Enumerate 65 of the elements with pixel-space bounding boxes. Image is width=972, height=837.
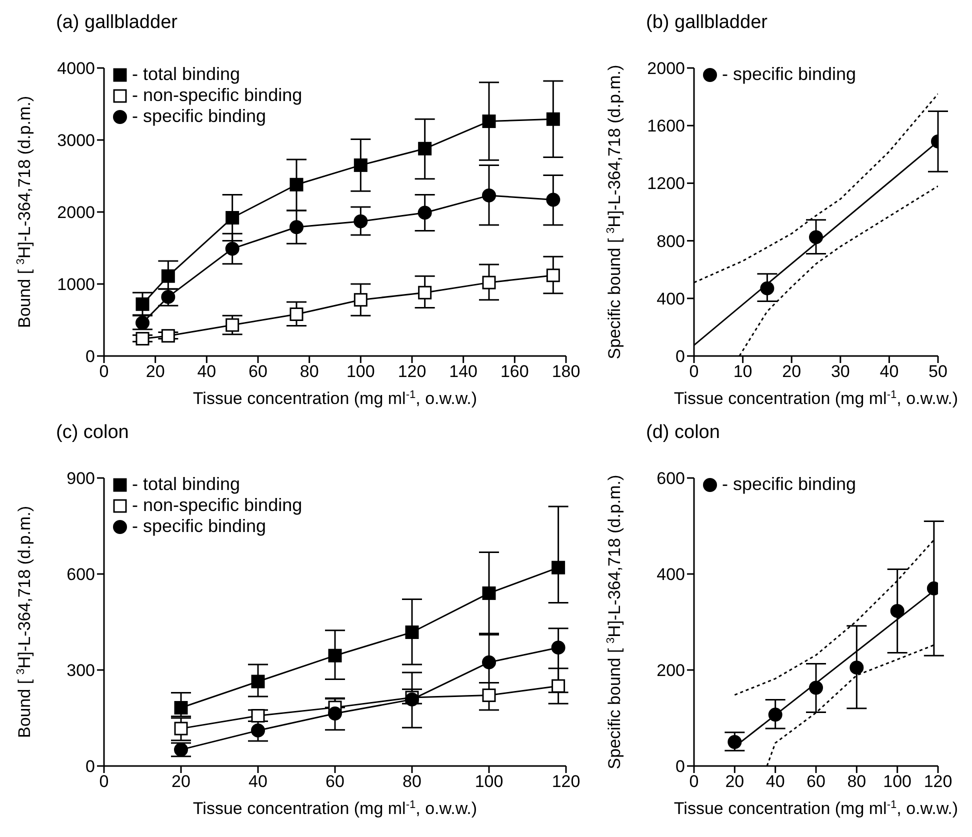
x-tick-label: 40 bbox=[880, 362, 899, 382]
chart-title: (d) colon bbox=[646, 422, 720, 443]
y-tick-label: 900 bbox=[66, 469, 95, 488]
x-tick-label: 30 bbox=[830, 362, 850, 382]
x-tick-label: 20 bbox=[725, 772, 744, 792]
x-tick-label: 40 bbox=[766, 772, 785, 792]
y-tick-label: 4000 bbox=[57, 59, 95, 78]
x-tick-label: 140 bbox=[449, 362, 478, 382]
x-tick-label: 160 bbox=[500, 362, 529, 382]
legend-label: - non-specific binding bbox=[132, 495, 302, 515]
x-tick-label: 60 bbox=[248, 362, 268, 382]
y-tick-label: 600 bbox=[656, 469, 685, 488]
x-tick-label: 40 bbox=[197, 362, 216, 382]
x-tick-label: 100 bbox=[474, 772, 504, 792]
chart-title: (a) gallbladder bbox=[56, 12, 178, 33]
x-tick-label: 0 bbox=[689, 772, 699, 792]
y-tick-label: 600 bbox=[66, 565, 95, 584]
x-tick-label: 100 bbox=[883, 772, 912, 792]
x-tick-label: 180 bbox=[552, 362, 580, 382]
x-tick-label: 100 bbox=[346, 362, 375, 382]
y-tick-label: 0 bbox=[86, 757, 95, 776]
x-tick-label: 80 bbox=[402, 772, 422, 792]
legend-label: - specific binding bbox=[132, 106, 266, 126]
x-tick-label: 0 bbox=[689, 362, 699, 382]
x-tick-label: 10 bbox=[733, 362, 752, 382]
legend-label: - non-specific binding bbox=[132, 85, 302, 105]
y-tick-label: 300 bbox=[66, 661, 95, 680]
x-axis-title: Tissue concentration (mg ml$^{-1}$, o.w.w.) bbox=[192, 799, 478, 818]
y-tick-label: 200 bbox=[656, 661, 685, 680]
x-tick-label: 20 bbox=[782, 362, 802, 382]
legend-label: - specific binding bbox=[722, 64, 856, 84]
y-tick-label: 400 bbox=[656, 289, 685, 308]
y-tick-label: 1600 bbox=[647, 116, 685, 136]
x-tick-label: 80 bbox=[300, 362, 319, 382]
x-tick-label: 60 bbox=[806, 772, 826, 792]
chart-title: (c) colon bbox=[56, 422, 129, 443]
y-tick-label: 1200 bbox=[647, 174, 685, 194]
y-tick-label: 3000 bbox=[57, 131, 95, 150]
legend-label: - specific binding bbox=[722, 474, 856, 494]
y-tick-label: 800 bbox=[656, 232, 685, 251]
x-tick-label: 20 bbox=[172, 772, 190, 792]
y-tick-label: 0 bbox=[676, 757, 685, 776]
y-tick-label: 400 bbox=[656, 565, 685, 584]
x-tick-label: 120 bbox=[552, 772, 580, 792]
x-tick-label: 120 bbox=[924, 772, 952, 792]
legend-label: - specific binding bbox=[132, 516, 266, 536]
x-axis-title: Tissue concentration (mg ml$^{-1}$, o.w.w.) bbox=[192, 389, 478, 408]
y-tick-label: 2000 bbox=[647, 59, 685, 78]
x-tick-label: 50 bbox=[928, 362, 948, 382]
y-tick-label: 0 bbox=[676, 347, 685, 366]
legend-label: - total binding bbox=[132, 64, 240, 84]
x-tick-label: 0 bbox=[99, 362, 109, 382]
x-tick-label: 0 bbox=[99, 772, 109, 792]
x-axis-title: Tissue concentration (mg ml$^{-1}$, o.w.w.) bbox=[674, 799, 958, 818]
x-tick-label: 60 bbox=[326, 772, 344, 792]
x-tick-label: 40 bbox=[248, 772, 268, 792]
x-tick-label: 80 bbox=[847, 772, 866, 792]
chart-title: (b) gallbladder bbox=[646, 12, 768, 33]
x-tick-label: 20 bbox=[146, 362, 165, 382]
y-tick-label: 2000 bbox=[57, 203, 95, 222]
y-tick-label: 0 bbox=[86, 347, 95, 366]
legend-label: - total binding bbox=[132, 474, 240, 494]
x-axis-title: Tissue concentration (mg ml$^{-1}$, o.w.w.) bbox=[674, 389, 958, 408]
x-tick-label: 120 bbox=[398, 362, 426, 382]
y-tick-label: 1000 bbox=[57, 275, 95, 294]
